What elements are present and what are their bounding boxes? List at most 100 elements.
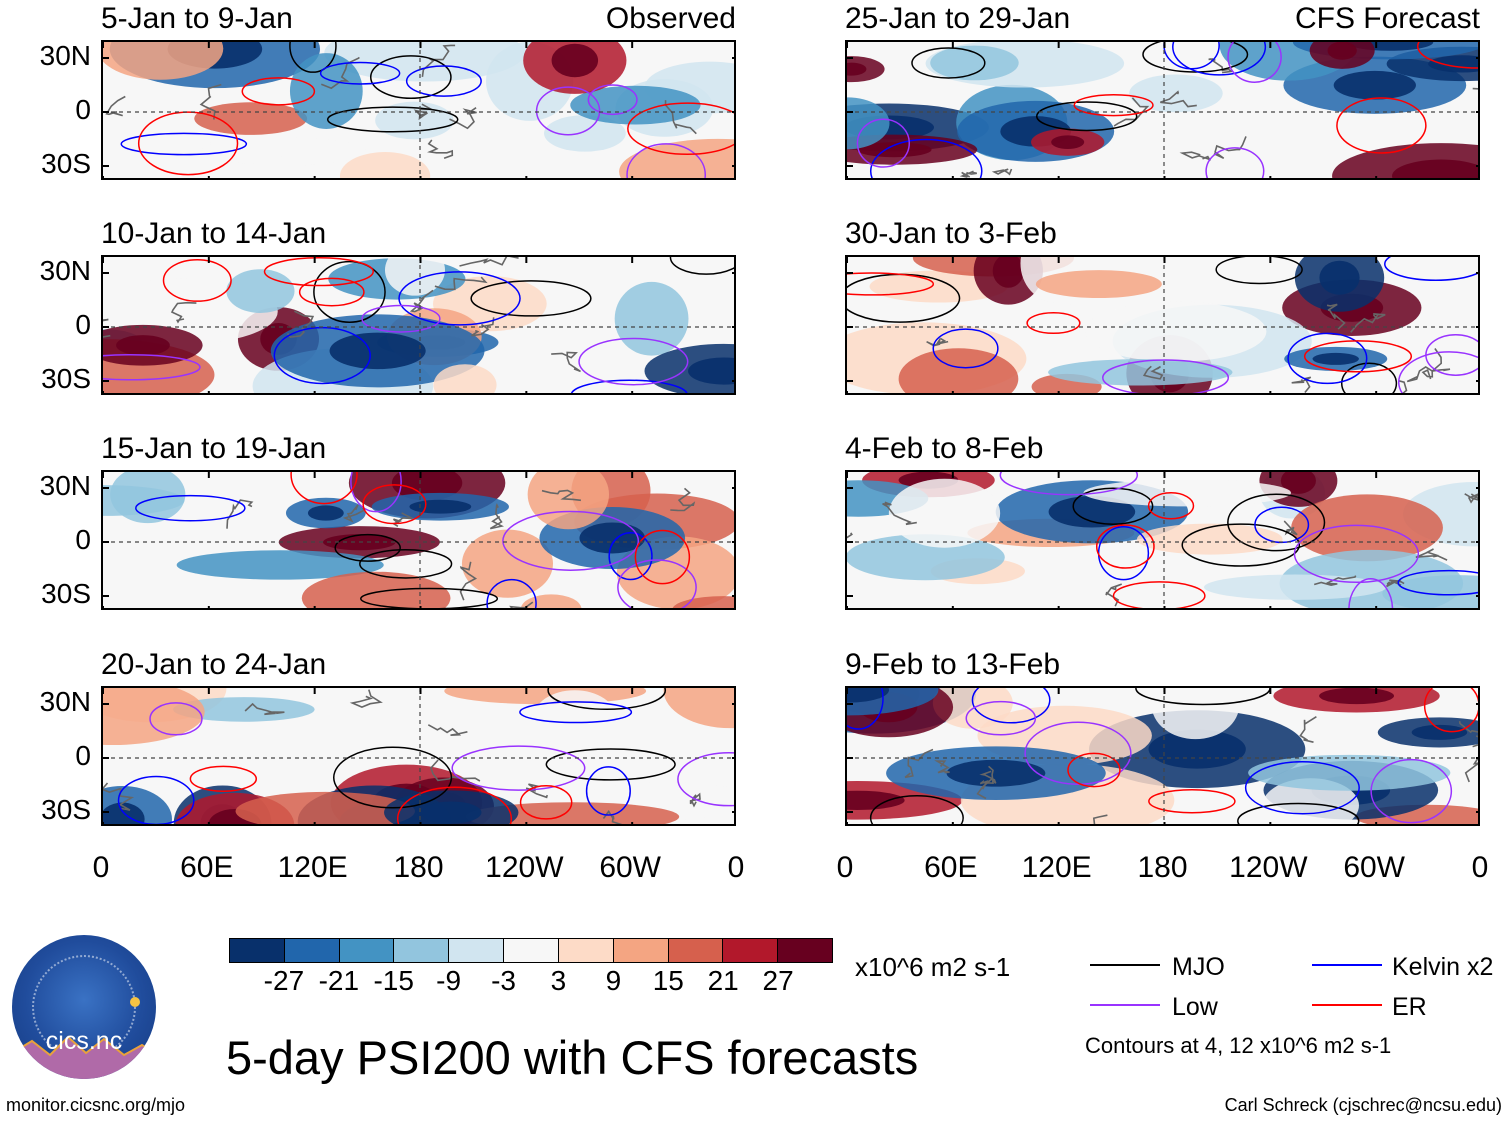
legend-mjo-label: MJO (1172, 953, 1225, 981)
coastline (1313, 575, 1357, 587)
colorbar-segment (723, 939, 779, 962)
colorbar-units: x10^6 m2 s-1 (855, 952, 1011, 982)
panel-title: 25-Jan to 29-Jan (845, 2, 1071, 35)
anomaly-blob (465, 802, 680, 824)
anomaly-blob (226, 269, 295, 313)
colorbar-segment (339, 939, 395, 962)
x-tick-label: 60E (180, 851, 234, 884)
x-tick-label: 120E (1021, 851, 1092, 884)
contour-low (965, 700, 1037, 736)
y-tick-label: 30N (39, 686, 91, 717)
y-tick-label: 30N (765, 42, 835, 70)
anomaly-blob (1035, 270, 1162, 299)
contour-kelvin-x2 (120, 132, 248, 156)
coastline (459, 257, 519, 267)
contour-mjo (669, 257, 734, 275)
contour-kelvin-x2 (405, 65, 482, 97)
coastline (1142, 365, 1164, 380)
coastline (882, 501, 917, 526)
coastline (103, 318, 111, 338)
logo-name: cics.nc (45, 1027, 123, 1055)
y-tick-label: 30N (765, 472, 835, 500)
mountain-icon (12, 1035, 156, 1079)
anomaly-blob (301, 571, 451, 608)
contour-low (103, 353, 201, 381)
contour-er (1147, 492, 1195, 520)
contour-low (1205, 147, 1265, 178)
colorbar-label: -9 (436, 965, 462, 996)
contour-kelvin-x2 (585, 766, 631, 816)
coastline (286, 310, 315, 339)
legend-er-label: ER (1392, 993, 1427, 1021)
coastline (1113, 97, 1150, 127)
contour-low (856, 118, 911, 168)
contour-kelvin-x2 (971, 688, 1051, 724)
panel-title: 5-Jan to 9-Jan (101, 2, 293, 35)
contour-er (241, 77, 316, 106)
anomaly-core (992, 257, 1024, 288)
y-tick-label: 0 (765, 311, 835, 339)
coastline (991, 168, 1013, 176)
coastline (1464, 493, 1478, 504)
contour-kelvin-x2 (1397, 569, 1478, 596)
y-tick-label: 0 (765, 742, 835, 770)
anomaly-core (116, 335, 170, 356)
cics-logo: cics.nc (12, 935, 156, 1079)
coastline (1415, 548, 1448, 561)
panel-title: 9-Feb to 13-Feb (845, 648, 1061, 681)
x-tick-label: 120W (485, 851, 564, 884)
y-tick-label: 30S (41, 363, 91, 394)
contour-er (263, 257, 374, 287)
colorbar-segment (284, 939, 340, 962)
map-panel (845, 470, 1480, 610)
contour-er (189, 765, 258, 792)
anomaly-core (688, 357, 734, 385)
contour-low (1227, 42, 1282, 83)
contour-kelvin-x2 (1244, 761, 1360, 815)
coastline (342, 504, 366, 523)
y-tick-label: 30S (765, 796, 835, 824)
anomaly-blob (930, 45, 1019, 81)
coastline (421, 44, 456, 78)
anomaly-blob (289, 53, 363, 129)
coastline (199, 83, 222, 120)
coastline (1406, 365, 1451, 383)
anomaly-blob (1136, 523, 1283, 555)
source-url[interactable]: monitor.cicsnc.org/mjo (6, 1095, 186, 1115)
anomaly-core (1319, 260, 1360, 295)
anomaly-blob (614, 281, 689, 356)
coastline (409, 289, 434, 313)
contour-er (627, 102, 734, 156)
coastline (427, 139, 454, 160)
y-tick-label: 30N (765, 257, 835, 285)
coastline (689, 792, 701, 808)
anomaly-core (329, 332, 426, 370)
coastline (670, 487, 696, 512)
anomaly-blob (375, 101, 454, 140)
anomaly-field (847, 257, 1478, 393)
y-tick-label: 30N (39, 40, 91, 71)
anomaly-blob (1083, 479, 1292, 507)
colorbar-label: 9 (605, 965, 622, 996)
contour-er (1112, 581, 1206, 608)
contour-kelvin-x2 (486, 578, 537, 608)
y-tick-label: 0 (765, 96, 835, 124)
coastline (489, 503, 504, 530)
panel-title: 15-Jan to 19-Jan (101, 432, 327, 465)
anomaly-blob (527, 472, 610, 530)
contour-mjo (1181, 523, 1301, 567)
anomaly-core (1280, 472, 1316, 494)
x-tick-label: 0 (836, 851, 854, 884)
y-tick-label: 0 (765, 526, 835, 554)
anomaly-core (1051, 135, 1085, 149)
coastline (979, 765, 994, 790)
contour-kelvin-x2 (398, 271, 521, 326)
colorbar-label: -27 (263, 965, 305, 996)
anomaly-blob (1048, 359, 1233, 386)
contour-mjo (369, 55, 452, 100)
colorbar-segment (778, 939, 832, 962)
anomaly-core (1148, 729, 1246, 769)
anomaly-blob (461, 529, 554, 598)
coastline (105, 95, 126, 117)
contour-kelvin-x2 (1287, 332, 1368, 385)
